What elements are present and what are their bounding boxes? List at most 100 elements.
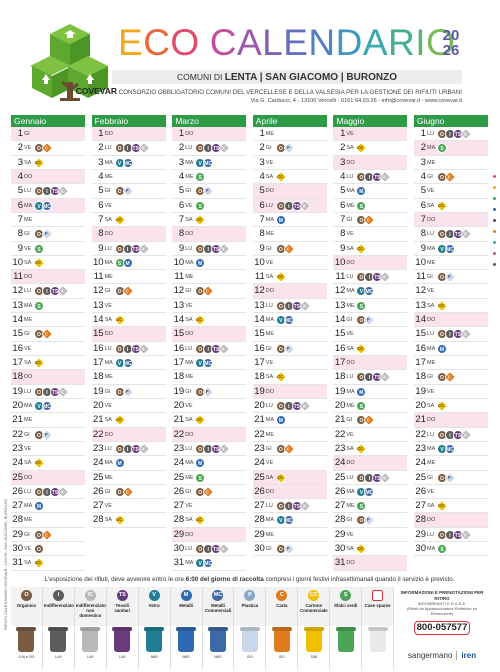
waste-badge-code: CC xyxy=(438,203,445,209)
day-row: 21 ME xyxy=(11,413,85,428)
day-number: 14 xyxy=(12,314,23,326)
weekday-label: ME xyxy=(24,216,33,223)
waste-badge-code: C xyxy=(206,289,210,295)
waste-badge-cc: CC xyxy=(436,500,448,512)
weekday-label: DO xyxy=(346,159,355,166)
day-row: 6 VE S xyxy=(172,199,247,213)
waste-badge-s: S xyxy=(195,472,206,483)
day-row: 23 GI O C xyxy=(252,442,327,457)
collection-badges: O I TS IC xyxy=(195,342,230,355)
waste-badge-code: I xyxy=(288,504,290,511)
waste-badge-p: P xyxy=(363,514,376,527)
day-row: 13 MA S xyxy=(11,299,85,314)
collection-badges: S xyxy=(356,501,367,512)
collection-badges: CC xyxy=(436,199,448,212)
day-row: 6 SA CC xyxy=(414,199,488,213)
waste-badge-code: V xyxy=(37,403,41,410)
day-number: 25 xyxy=(173,471,185,483)
weekday-label: DO xyxy=(346,460,355,467)
collection-badges: V MC xyxy=(275,515,294,526)
legend-code: V xyxy=(148,590,160,601)
collection-badges: O I TS IC xyxy=(195,543,230,555)
waste-bin-icon xyxy=(178,630,195,652)
waste-badge-code: M xyxy=(359,389,364,396)
day-row: 16 LU O I TS IC xyxy=(172,342,247,356)
day-row: 20 LU O I TS IC xyxy=(252,399,327,414)
company-name: COVEVAR xyxy=(75,86,117,96)
collection-badges: S xyxy=(356,400,367,411)
waste-badge-mc: MC xyxy=(42,200,52,211)
waste-badge-code: TS xyxy=(374,174,381,181)
weekday-label: GI xyxy=(104,288,111,295)
waste-badge-code: M xyxy=(359,189,364,196)
weekday-label: ME xyxy=(346,202,355,209)
day-row: 10 MA S M xyxy=(91,256,166,271)
weekday-label: VE xyxy=(265,259,274,266)
waste-badge-c: C xyxy=(444,171,456,183)
day-row: 2 SA CC xyxy=(333,141,408,156)
legend-header: S Sfalci verdi xyxy=(330,587,362,626)
day-number: 30 xyxy=(254,543,265,555)
waste-badge-ic: IC xyxy=(218,242,230,255)
waste-badge-code: O xyxy=(359,217,364,224)
day-number: 2 xyxy=(259,142,265,154)
collection-badges: M xyxy=(356,386,367,397)
waste-badge-mc: MC xyxy=(445,243,455,254)
waste-badge-code: I xyxy=(207,547,209,554)
waste-badge-code: O xyxy=(198,146,203,153)
day-row: 24 ME xyxy=(414,456,488,471)
info-title: INFORMAZIONI E PRENOTAZIONI PER RITIRO xyxy=(400,590,484,601)
waste-badge-code: S xyxy=(37,303,41,310)
weekday-label: ME xyxy=(346,402,355,409)
day-row: 21 GI O C xyxy=(333,413,408,428)
toll-free-phone[interactable]: 800-057577 xyxy=(414,621,470,636)
day-row: 26 DO xyxy=(252,484,327,500)
waste-badge-code: V xyxy=(198,361,202,367)
day-row: 4 LU O I TS IC xyxy=(333,170,408,185)
side-dot xyxy=(493,252,496,255)
day-row: 27 SA CC xyxy=(414,499,488,514)
weekday-label: LU xyxy=(427,231,435,238)
weekday-label: LU xyxy=(346,274,354,281)
weekday-label: LU xyxy=(24,488,32,495)
day-row: 20 MA V MC xyxy=(11,399,85,414)
waste-badge-code: O xyxy=(198,189,203,196)
waste-badge-code: I xyxy=(288,203,290,210)
weekday-label: MA xyxy=(265,417,275,424)
day-row: 9 LU O I TS IC xyxy=(91,242,166,256)
day-row: 8 GI O P xyxy=(11,227,85,242)
waste-badge-ic: IC xyxy=(460,528,472,541)
waste-badge-mc: MC xyxy=(203,157,214,168)
weekday-label: VE xyxy=(346,131,354,137)
waste-badge-code: TS xyxy=(454,332,462,339)
day-number: 26 xyxy=(12,485,23,497)
collection-badges: O I TS IC xyxy=(114,142,150,155)
collection-badges: CC xyxy=(355,242,368,255)
waste-badge-code: O xyxy=(278,504,283,511)
waste-badge-code: I xyxy=(126,346,129,353)
collection-badges: CC xyxy=(113,214,126,226)
waste-bin-icon xyxy=(82,630,99,652)
day-number: 2 xyxy=(420,142,426,154)
month-header: Giugno xyxy=(414,115,488,127)
waste-badge-code: CC xyxy=(196,318,203,324)
month-column: Febbraio 1 DO 2 LU O I TS IC 3 MA V MC 4 ME 5 GI O P 6 VE 7 SA… xyxy=(91,115,166,528)
collection-badges: O I TS IC xyxy=(437,228,472,240)
day-row: 29 DO xyxy=(172,527,247,543)
waste-bin-icon xyxy=(209,630,226,652)
weekday-label: ME xyxy=(346,503,355,510)
collection-badges: CC xyxy=(33,457,45,469)
title-letter: A xyxy=(362,22,389,63)
waste-badge-cc: CC xyxy=(274,271,287,283)
waste-badge-code: C xyxy=(447,375,451,381)
waste-badge-code: CC xyxy=(277,475,284,481)
waste-badge-cc: CC xyxy=(194,514,206,527)
weekday-label: ME xyxy=(104,173,113,180)
weekday-label: SA xyxy=(104,517,112,524)
waste-badge-code: O xyxy=(37,389,41,396)
day-row: 30 SA CC xyxy=(333,542,408,557)
waste-badge-code: IC xyxy=(302,303,307,309)
day-number: 26 xyxy=(173,485,185,497)
